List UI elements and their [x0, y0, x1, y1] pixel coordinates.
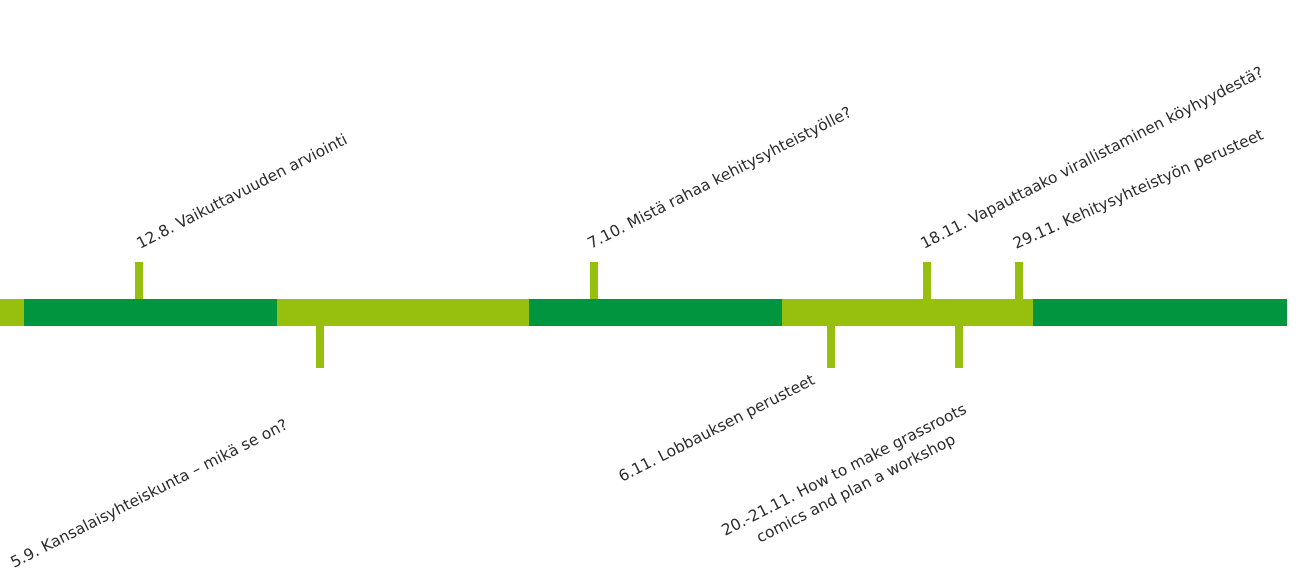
timeline-segment: [0, 299, 25, 326]
event-label-line2: comics and plan a workshop: [754, 430, 959, 546]
timeline-segment: [24, 299, 278, 326]
event-title: Lobbauksen perusteet: [655, 371, 817, 466]
event-label: 20.-21.11. How to make grassroots: [719, 400, 970, 540]
timeline-segment: [277, 299, 530, 326]
event-tick-above: [590, 262, 598, 299]
event-date: 7.10.: [585, 219, 628, 253]
event-tick-below: [827, 326, 835, 368]
event-title: Kehitysyhteistyön perusteet: [1060, 126, 1266, 231]
event-title: Vaikuttavuuden arviointi: [173, 130, 350, 232]
event-label-group: 5.9. Kansalaisyhteiskunta – mikä se on?: [8, 416, 291, 572]
timeline-segment: [782, 299, 1034, 326]
timeline-bar: [0, 299, 1287, 326]
event-label-group: 20.-21.11. How to make grassroots comics…: [719, 400, 970, 547]
event-tick-above: [135, 262, 143, 299]
event-label: 12.8. Vaikuttavuuden arviointi: [134, 130, 351, 252]
event-tick-above: [1015, 262, 1023, 299]
event-date: 6.11.: [616, 452, 659, 486]
event-date: 18.11.: [918, 214, 970, 252]
event-label: 6.11. Lobbauksen perusteet: [616, 371, 818, 486]
event-label: 5.9. Kansalaisyhteiskunta – mikä se on?: [8, 416, 291, 572]
event-tick-above: [923, 262, 931, 299]
timeline-segment: [529, 299, 783, 326]
event-title: Kansalaisyhteiskunta – mikä se on?: [38, 416, 290, 556]
event-date: 12.8.: [134, 219, 177, 253]
event-title: Mistä rahaa kehitysyhteistyölle?: [624, 103, 854, 232]
event-label: 7.10. Mistä rahaa kehitysyhteistyölle?: [585, 103, 855, 252]
event-date: 5.9.: [8, 542, 43, 571]
event-date: 29.11.: [1010, 216, 1062, 253]
event-label-group: 6.11. Lobbauksen perusteet: [616, 371, 818, 486]
event-ticks: [135, 262, 1023, 368]
event-tick-below: [955, 326, 963, 368]
event-tick-below: [316, 326, 324, 368]
timeline-segment: [1033, 299, 1287, 326]
event-title-line2: comics and plan a workshop: [754, 430, 959, 546]
event-label-group: 12.8. Vaikuttavuuden arviointi: [134, 130, 351, 252]
event-label-group: 7.10. Mistä rahaa kehitysyhteistyölle?: [585, 103, 855, 252]
